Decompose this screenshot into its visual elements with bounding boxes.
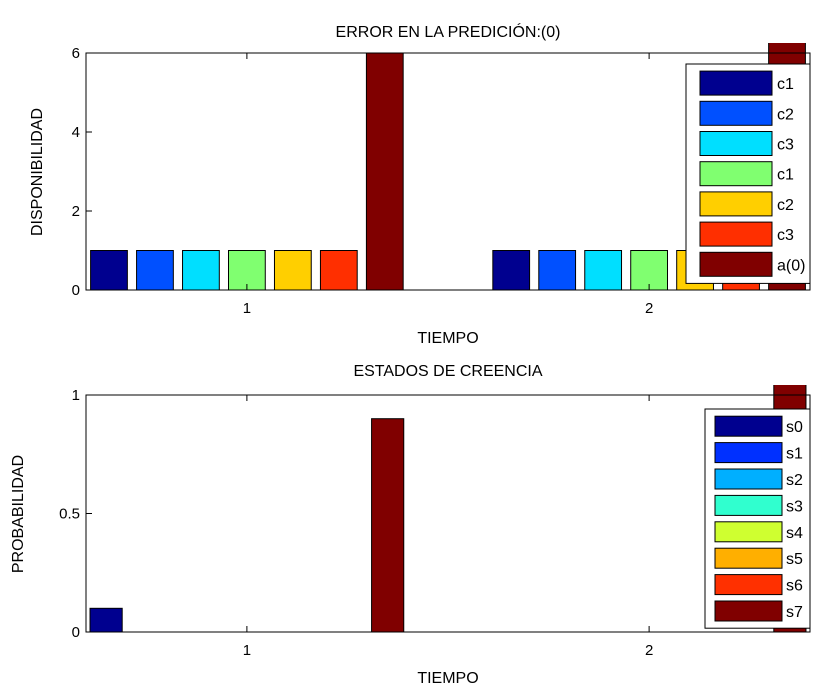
y-tick-label: 4 [72,124,80,141]
bar-a(0)-t1 [365,52,404,290]
y-tick-label: 6 [72,45,80,62]
bar-c2-t1 [273,250,312,290]
bar-s0-t1 [89,607,123,632]
bar-c2-t2 [538,250,577,290]
legend-swatch-c2 [699,191,773,217]
legend-label: c1 [777,167,794,184]
y-tick-label: 1 [72,387,80,404]
y-tick-label: 0 [72,624,80,641]
legend: s0 s1 s2 s3 s4 s5 s6 s7 [704,408,811,629]
bar-c2-t1 [136,250,174,290]
bar-c3-t1 [319,250,358,290]
y-tick-label: 0.5 [59,506,80,523]
legend-label: s0 [786,419,803,436]
y-axis-label: PROBABILIDAD [10,455,27,573]
legend-swatch-a(0) [699,251,773,277]
legend-swatch-c3 [699,131,773,156]
legend-label: s7 [786,604,803,621]
bar-c1-t2 [630,250,668,290]
legend: c1 c2 c3 c1 c2 c3 a(0) [685,63,811,284]
legend-swatch-s0 [714,415,783,437]
legend-label: s6 [786,578,803,595]
legend-label: s2 [786,472,803,489]
legend-swatch-s3 [714,494,783,516]
chart-1: 0 2 4 6 1 2 ERROR EN LA PREDICIÓN:(0) TIEMPO DIS… [29,22,811,347]
plot-area [86,395,810,632]
legend-box [704,408,811,629]
y-tick-label: 2 [72,203,80,220]
bar-c3-t2 [584,250,623,290]
x-axis-label: TIEMPO [417,670,478,687]
bar-c1-t1 [90,250,128,290]
legend-label: c3 [777,227,794,244]
chart-2: 0 0.5 1 1 2 ESTADOS DE CREENCIA TIEMPO PROBABIL… [10,363,811,687]
legend-swatch-s2 [714,468,783,490]
bar-s7-t1 [371,418,405,632]
chart-title: ERROR EN LA PREDICIÓN:(0) [336,22,561,41]
legend-swatch-c1 [699,161,773,187]
legend-label: s1 [786,446,803,463]
legend-label: c2 [777,197,794,214]
x-tick-label: 1 [243,300,251,317]
legend-label: c3 [777,137,794,154]
bar-c1-t2 [492,250,531,290]
y-axis-label: DISPONIBILIDAD [29,108,46,236]
chart-title: ESTADOS DE CREENCIA [353,363,542,380]
legend-swatch-s7 [714,600,783,622]
legend-swatch-s5 [714,547,783,569]
x-tick-label: 2 [645,300,653,317]
legend-swatch-s6 [714,574,783,596]
legend-swatch-c1 [699,70,773,96]
legend-swatch-s4 [714,521,783,543]
legend-label: s3 [786,498,803,515]
x-axis-label: TIEMPO [417,330,478,347]
y-tick-label: 0 [72,282,80,299]
bar-c1-t1 [228,250,266,290]
legend-label: s4 [786,525,803,542]
legend-swatch-s1 [714,442,783,464]
legend-label: c1 [777,76,794,93]
legend-label: s5 [786,551,803,568]
x-tick-label: 2 [645,642,653,659]
legend-label: c2 [777,106,794,123]
x-tick-label: 1 [243,642,251,659]
legend-label: a(0) [777,257,805,274]
legend-swatch-c3 [699,221,773,247]
bar-c3-t1 [182,250,220,290]
legend-swatch-c2 [699,100,773,126]
